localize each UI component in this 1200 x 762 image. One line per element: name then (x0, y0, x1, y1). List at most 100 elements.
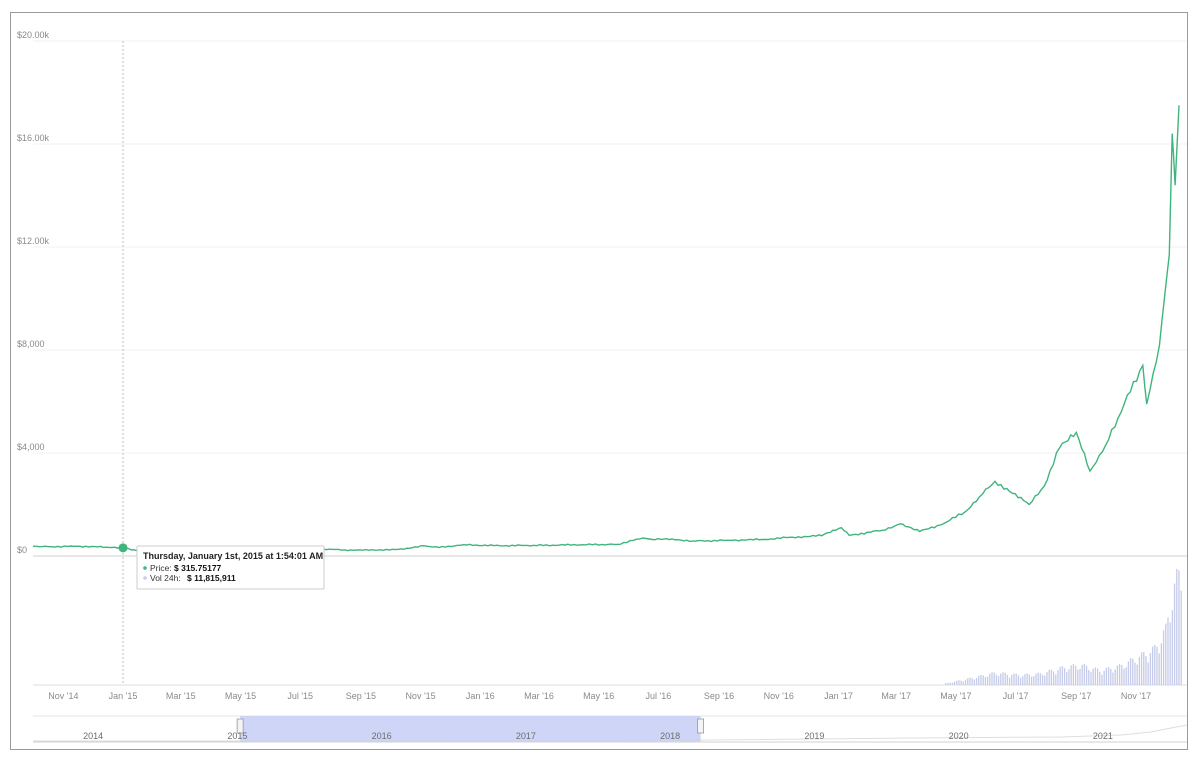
volume-bar (1070, 665, 1072, 685)
volume-bar (1147, 662, 1149, 685)
navigator-year-label: 2015 (227, 731, 247, 741)
volume-bar (1145, 656, 1147, 685)
volume-bar (978, 675, 980, 685)
chart-frame: $0 $4,000 $8,000 $12.00k $16.00k $20.00k Nov … (10, 12, 1188, 750)
volume-bar (945, 683, 947, 685)
volume-bar (1081, 664, 1083, 685)
volume-bar (995, 674, 998, 685)
volume-bar (969, 677, 971, 685)
y-tick-label: $12.00k (17, 236, 50, 246)
volume-bar (1154, 644, 1156, 685)
volume-bar (1024, 674, 1026, 685)
navigator-handle-right[interactable] (697, 718, 704, 734)
volume-bar (1008, 677, 1011, 685)
navigator-year-label: 2019 (804, 731, 824, 741)
x-tick-label: May '17 (940, 691, 971, 701)
volume-bar (1061, 666, 1064, 685)
x-tick-label: Sep '17 (1061, 691, 1091, 701)
range-navigator[interactable]: 2014 2015 2016 2017 2018 2019 2020 2021 (33, 715, 1188, 743)
volume-bar (989, 673, 991, 685)
volume-bar (1030, 676, 1033, 685)
volume-bar (967, 678, 969, 685)
volume-bar (1096, 668, 1099, 685)
navigator-selection[interactable] (240, 716, 701, 742)
volume-bar (1138, 657, 1141, 685)
x-tick-label: Jul '17 (1003, 691, 1029, 701)
volume-bar (1066, 672, 1068, 685)
volume-bar (1072, 664, 1075, 685)
y-tick-label: $4,000 (17, 442, 45, 452)
price-chart[interactable]: $0 $4,000 $8,000 $12.00k $16.00k $20.00k Nov … (11, 13, 1189, 751)
volume-bar (1099, 671, 1101, 685)
volume-bar (997, 676, 1000, 685)
volume-bar (1079, 668, 1081, 685)
volume-bar (1083, 663, 1086, 685)
volume-bar (1176, 568, 1178, 685)
volume-bar (1173, 583, 1176, 685)
volume-bar (958, 680, 960, 685)
volume-bar (951, 682, 954, 685)
volume-bar (1022, 676, 1024, 685)
volume-bar (1101, 674, 1103, 685)
navigator-year-label: 2018 (660, 731, 680, 741)
volume-bar (1000, 673, 1002, 685)
volume-bar (1121, 665, 1123, 685)
navigator-handle-left[interactable] (236, 718, 244, 734)
volume-bar (1094, 667, 1097, 685)
tooltip-price-value: $ 315.75177 (174, 563, 222, 573)
volume-bar (1123, 668, 1125, 685)
volume-bar (1178, 570, 1180, 685)
volume-bar (991, 672, 993, 685)
volume-bar (1112, 672, 1114, 685)
y-tick-label: $8,000 (17, 339, 45, 349)
tooltip-vol-label: Vol 24h: (150, 573, 181, 583)
volume-bar (1107, 667, 1110, 685)
volume-bar (1171, 610, 1174, 685)
volume-bar (1052, 671, 1055, 685)
volume-bar (1019, 677, 1022, 685)
volume-bar (960, 680, 962, 685)
volume-bar (1059, 666, 1061, 685)
hover-point (118, 543, 128, 553)
tooltip-title: Thursday, January 1st, 2015 at 1:54:01 A… (143, 551, 323, 561)
volume-bar (1039, 673, 1042, 685)
volume-bar (1055, 674, 1057, 685)
x-tick-label: Mar '17 (881, 691, 911, 701)
volume-bar (956, 680, 958, 685)
volume-bar (1125, 667, 1127, 685)
volume-bar (1167, 617, 1169, 685)
volume-bar (1140, 652, 1143, 685)
volume-bar (1090, 672, 1092, 685)
x-tick-label: Mar '16 (524, 691, 554, 701)
volume-bar (1165, 623, 1167, 685)
volume-bar (975, 677, 978, 685)
navigator-year-label: 2021 (1093, 731, 1113, 741)
navigator-year-label: 2016 (372, 731, 392, 741)
volume-bar (1105, 667, 1108, 685)
navigator-year-labels: 2014 2015 2016 2017 2018 2019 2020 2021 (83, 731, 1113, 741)
volume-bar (1017, 675, 1020, 685)
volume-bar (1015, 673, 1017, 685)
x-tick-label: Jan '16 (466, 691, 495, 701)
x-axis-labels: Nov '14 Jan '15 Mar '15 May '15 Jul '15 Sep '… (48, 691, 1151, 701)
volume-bar (1028, 674, 1031, 685)
x-tick-label: Nov '17 (1121, 691, 1151, 701)
volume-bar (949, 682, 951, 685)
volume-bar (980, 674, 982, 685)
volume-bar (1006, 674, 1009, 685)
volume-bar (1004, 672, 1006, 685)
y-tick-label: $0 (17, 545, 27, 555)
volume-bar (1136, 664, 1138, 685)
x-tick-label: Jul '15 (287, 691, 313, 701)
tooltip-vol-marker (143, 576, 147, 580)
volume-bar (1050, 669, 1053, 685)
x-tick-label: May '16 (583, 691, 614, 701)
volume-bar (1116, 665, 1119, 685)
volume-bar (1011, 674, 1013, 685)
volume-bar (1129, 658, 1132, 685)
x-tick-label: Jan '17 (824, 691, 853, 701)
tooltip: Thursday, January 1st, 2015 at 1:54:01 A… (136, 545, 325, 590)
volume-bar (1110, 668, 1112, 685)
volume-bar (1044, 675, 1046, 685)
volume-bar (1013, 673, 1015, 685)
